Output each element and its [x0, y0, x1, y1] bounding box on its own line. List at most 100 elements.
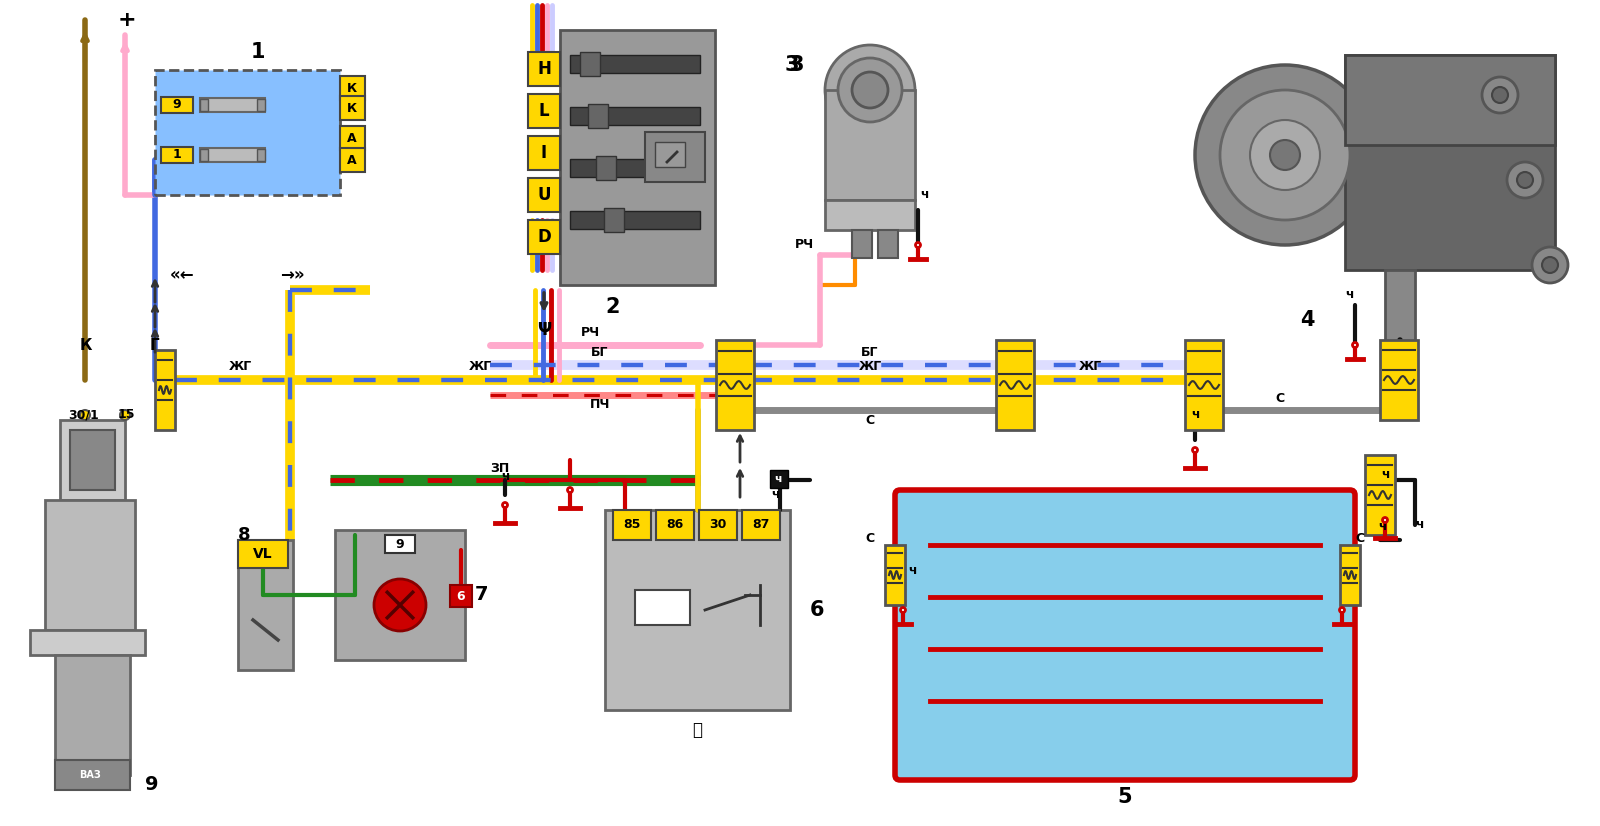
Text: ч: ч — [1190, 409, 1200, 421]
Text: I: I — [541, 144, 547, 162]
Bar — [635, 590, 690, 625]
Text: 6: 6 — [456, 590, 466, 602]
Circle shape — [826, 45, 915, 135]
Bar — [1341, 545, 1360, 605]
Text: 5: 5 — [1118, 787, 1133, 807]
Bar — [339, 96, 365, 120]
Bar — [645, 132, 706, 182]
Bar — [339, 148, 365, 172]
Bar — [339, 126, 365, 150]
Bar — [770, 470, 787, 488]
Text: 1: 1 — [250, 42, 264, 62]
Text: 86: 86 — [666, 519, 683, 531]
Text: +: + — [118, 10, 136, 30]
Text: ВАЗ: ВАЗ — [78, 770, 101, 780]
Circle shape — [502, 502, 507, 507]
Text: К: К — [347, 102, 357, 115]
Circle shape — [901, 607, 906, 613]
Circle shape — [1517, 172, 1533, 188]
Text: Г: Г — [150, 338, 160, 353]
Circle shape — [1491, 87, 1507, 103]
Bar — [386, 535, 414, 553]
Text: ПЧ: ПЧ — [590, 397, 610, 411]
Bar — [339, 76, 365, 100]
Bar — [450, 585, 472, 607]
Bar — [995, 340, 1034, 430]
Text: D: D — [538, 228, 550, 246]
Text: ч: ч — [1381, 468, 1389, 481]
Text: 3: 3 — [786, 55, 800, 75]
Bar — [699, 510, 738, 540]
Text: 7: 7 — [475, 586, 488, 605]
Bar — [826, 90, 915, 200]
Bar — [1346, 55, 1555, 145]
Text: 15: 15 — [118, 409, 136, 421]
Bar — [70, 430, 115, 490]
Text: БГ: БГ — [861, 345, 878, 358]
Text: ЖГ: ЖГ — [858, 360, 882, 373]
Bar — [61, 420, 125, 500]
Bar — [528, 136, 560, 170]
Bar — [605, 208, 624, 232]
Bar — [595, 156, 616, 180]
Bar — [155, 70, 339, 195]
Bar — [238, 540, 293, 670]
Text: С: С — [1275, 392, 1285, 405]
Text: С: С — [866, 531, 875, 544]
Bar — [570, 107, 701, 125]
Bar — [200, 99, 208, 111]
Bar — [579, 52, 600, 76]
Circle shape — [1482, 77, 1518, 113]
Text: ⏚: ⏚ — [693, 721, 702, 739]
Bar — [258, 99, 266, 111]
Text: VL: VL — [253, 547, 274, 561]
Bar — [200, 148, 266, 162]
Text: С: С — [1355, 531, 1365, 544]
Bar — [560, 30, 715, 285]
Text: ЖГ: ЖГ — [229, 360, 251, 373]
Bar — [54, 655, 130, 775]
Text: 85: 85 — [624, 519, 640, 531]
Text: 2: 2 — [605, 297, 619, 317]
Text: 30/1: 30/1 — [67, 409, 99, 421]
Text: А: А — [347, 154, 357, 167]
Bar — [155, 350, 174, 430]
Circle shape — [1192, 448, 1197, 453]
Text: 1: 1 — [173, 149, 181, 162]
Text: А: А — [347, 131, 357, 145]
Text: 30: 30 — [709, 519, 726, 531]
Circle shape — [568, 487, 573, 492]
Bar — [570, 55, 701, 73]
Circle shape — [1339, 607, 1344, 613]
Bar — [717, 340, 754, 430]
Circle shape — [1195, 65, 1374, 245]
Bar — [54, 760, 130, 790]
Bar — [334, 530, 466, 660]
Text: ч: ч — [909, 563, 917, 577]
Text: 9: 9 — [146, 776, 158, 795]
Circle shape — [374, 579, 426, 631]
Text: «←: «← — [170, 266, 195, 284]
Bar — [162, 97, 194, 113]
Bar — [605, 510, 790, 710]
Text: ЖГ: ЖГ — [1078, 360, 1102, 373]
Text: ЖГ: ЖГ — [469, 360, 491, 373]
Text: К: К — [347, 82, 357, 94]
Circle shape — [1352, 343, 1357, 348]
Text: К: К — [80, 338, 93, 353]
Text: ч: ч — [771, 488, 779, 501]
Text: ч: ч — [1378, 520, 1387, 534]
Bar — [528, 94, 560, 128]
Bar — [613, 510, 651, 540]
Circle shape — [915, 243, 920, 248]
Circle shape — [838, 58, 902, 122]
Circle shape — [80, 410, 90, 420]
Text: L: L — [539, 102, 549, 120]
Text: 6: 6 — [810, 600, 824, 620]
Circle shape — [1542, 257, 1558, 273]
Bar — [528, 52, 560, 86]
Bar — [656, 510, 694, 540]
Bar — [1386, 270, 1414, 350]
Bar — [654, 142, 685, 167]
Circle shape — [1221, 90, 1350, 220]
